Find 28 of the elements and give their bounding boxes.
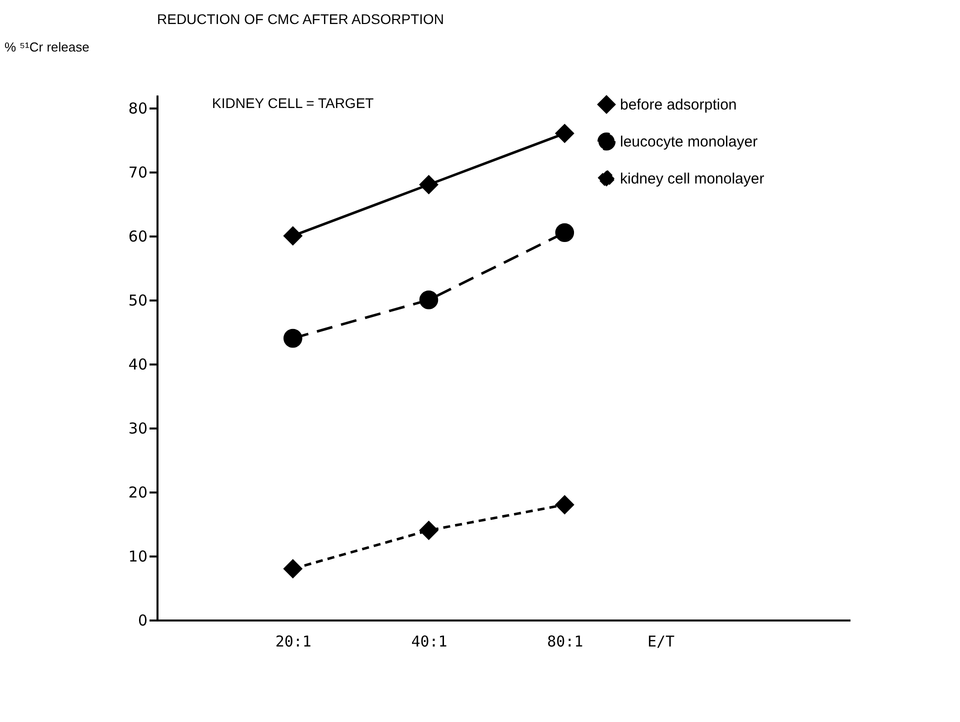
point	[283, 226, 302, 246]
point	[555, 124, 574, 143]
y-tick-label: 10	[128, 547, 148, 566]
x-tick-label: 40:1	[411, 632, 448, 650]
legend-label: leucocyte monolayer	[620, 134, 758, 150]
point	[283, 328, 302, 348]
y-tick-label: 0	[138, 612, 148, 630]
annotation: KIDNEY CELL = TARGET	[212, 95, 374, 111]
point	[555, 495, 574, 514]
point	[555, 223, 574, 242]
legend-label: kidney cell monolayer	[620, 170, 764, 188]
point	[419, 520, 438, 540]
x-tick-label: 80:1	[547, 632, 584, 650]
y-tick-label: 50	[128, 291, 148, 310]
y-tick-label: 40	[128, 355, 148, 374]
y-tick-label: 70	[128, 163, 148, 182]
point	[419, 290, 438, 310]
point	[283, 559, 302, 578]
y-tick-label: 30	[128, 419, 148, 438]
y-tick-label: 80	[128, 99, 148, 118]
point	[419, 175, 438, 194]
chart-title: REDUCTION OF CMC AFTER ADSORPTION	[157, 11, 444, 27]
legend-label: before adsorption	[620, 96, 737, 114]
y-axis-title: % ⁵¹Cr release	[4, 40, 90, 54]
x-tick-label: 20:1	[275, 632, 312, 650]
x-axis-title: E/T	[648, 632, 675, 650]
y-tick-label: 60	[128, 227, 148, 246]
y-tick-label: 20	[128, 483, 148, 502]
